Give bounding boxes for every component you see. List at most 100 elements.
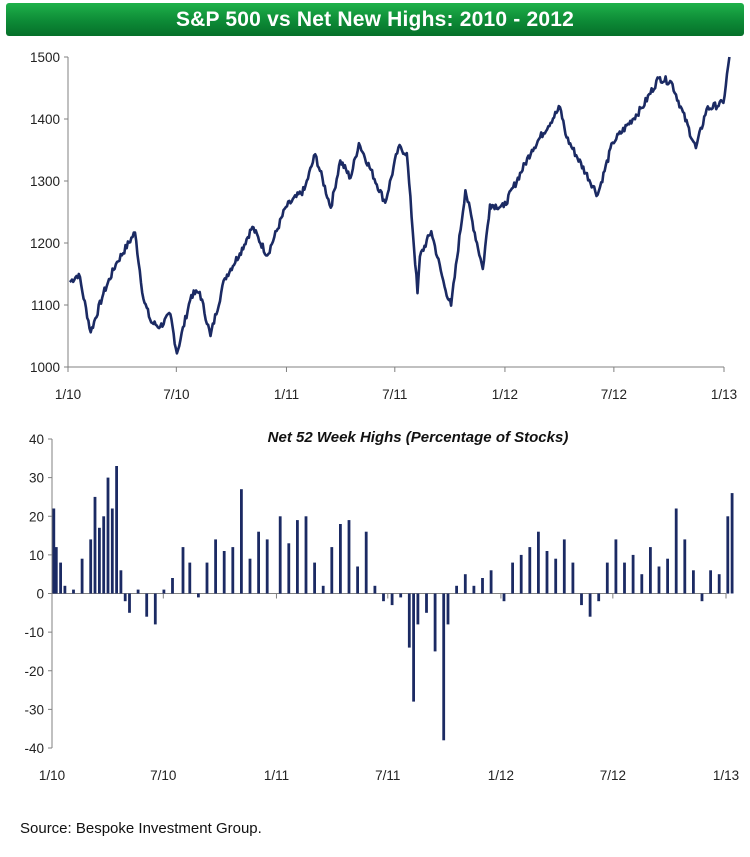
- net-highs-bar: [181, 547, 185, 594]
- net-highs-bar: [188, 562, 192, 594]
- net-highs-bar: [304, 516, 308, 594]
- net-highs-bar: [382, 593, 385, 602]
- net-highs-bar: [278, 516, 282, 594]
- net-highs-bar: [296, 520, 299, 594]
- net-highs-bar: [433, 593, 437, 652]
- y-tick-label: 40: [29, 432, 44, 447]
- net-highs-bar: [115, 466, 118, 594]
- net-highs-bar: [153, 593, 157, 625]
- net-highs-bar: [59, 562, 62, 594]
- x-tick-label: 1/10: [55, 387, 81, 402]
- net-highs-bar: [54, 547, 58, 594]
- x-tick-label: 1/13: [713, 768, 739, 783]
- net-highs-bar: [545, 551, 549, 594]
- net-highs-bar: [407, 593, 411, 648]
- net-highs-bar: [554, 558, 558, 594]
- x-tick-label: 1/11: [264, 768, 289, 783]
- net-highs-bar: [489, 570, 493, 594]
- net-highs-bar: [321, 585, 325, 594]
- net-highs-bar: [597, 593, 601, 602]
- net-highs-bar: [463, 574, 467, 594]
- net-highs-bar: [373, 585, 377, 594]
- net-highs-bar: [605, 562, 609, 594]
- net-highs-bar: [72, 589, 75, 594]
- net-highs-bar: [145, 593, 149, 617]
- net-highs-bar: [222, 551, 226, 594]
- net-highs-bar: [356, 566, 359, 594]
- net-highs-bar: [330, 547, 334, 594]
- net-highs-bar: [537, 531, 540, 594]
- net-highs-bar: [588, 593, 592, 617]
- x-tick-label: 7/12: [601, 387, 627, 402]
- chart-title: S&P 500 vs Net New Highs: 2010 - 2012: [175, 7, 575, 31]
- net-highs-bar: [240, 489, 243, 594]
- net-highs-bar: [674, 508, 678, 594]
- net-highs-bar: [502, 593, 506, 602]
- y-tick-label: 20: [29, 509, 44, 524]
- x-tick-label: 7/11: [375, 768, 400, 783]
- net-highs-bar: [98, 527, 101, 594]
- net-highs-bar: [287, 543, 291, 594]
- net-highs-bar: [640, 574, 644, 594]
- net-highs-bar: [390, 593, 394, 606]
- net-highs-bar: [631, 554, 635, 594]
- subchart-title: Net 52 Week Highs (Percentage of Stocks): [268, 429, 569, 446]
- net-highs-bar: [709, 570, 712, 594]
- net-highs-bar: [313, 562, 316, 594]
- net-highs-bar: [102, 516, 106, 594]
- net-highs-bar: [339, 524, 342, 594]
- y-tick-label: 1100: [31, 298, 60, 313]
- net-highs-bar: [63, 585, 67, 594]
- net-highs-bar: [571, 562, 575, 594]
- y-tick-label: 0: [36, 587, 44, 602]
- net-highs-bar: [265, 539, 269, 594]
- chart-panel-1: 1000 1100 1200 1300 1400 1500 1/10 7/10 1/11 7/11…: [30, 50, 737, 402]
- net-highs-bar: [128, 593, 131, 613]
- x-tick-label: 1/12: [488, 768, 514, 783]
- net-highs-bar: [399, 593, 403, 598]
- net-highs-bar: [666, 558, 669, 594]
- x-tick-label: 7/10: [150, 768, 176, 783]
- x-tick-label: 7/10: [163, 387, 189, 402]
- net-highs-bar: [683, 539, 687, 594]
- x-tick-label: 1/12: [492, 387, 518, 402]
- net-highs-bar: [231, 547, 235, 594]
- x-tick-label: 1/13: [711, 387, 737, 402]
- net-highs-bar: [412, 593, 415, 702]
- net-highs-bar: [136, 589, 140, 594]
- net-highs-bar: [205, 562, 209, 594]
- net-highs-bar: [580, 593, 583, 606]
- net-highs-bar: [257, 531, 260, 594]
- net-highs-bar: [649, 547, 652, 594]
- net-highs-bar: [442, 593, 446, 741]
- net-highs-bar: [528, 547, 532, 594]
- net-highs-bar: [197, 593, 200, 598]
- net-highs-bar: [562, 539, 566, 594]
- x-tick-label: 1/11: [274, 387, 299, 402]
- net-highs-bar: [106, 477, 110, 594]
- net-highs-bar: [89, 539, 93, 594]
- net-highs-bar: [730, 493, 734, 594]
- net-highs-bar: [657, 566, 661, 594]
- net-highs-bar: [425, 593, 428, 613]
- net-highs-bar: [446, 593, 450, 625]
- net-highs-bar: [455, 585, 458, 594]
- y-tick-label: 1200: [30, 236, 60, 251]
- net-highs-bar: [519, 554, 523, 594]
- net-highs-bar: [347, 520, 351, 594]
- y-tick-label: -20: [24, 664, 44, 679]
- x-tick-label: 7/11: [382, 387, 407, 402]
- y-tick-label: 1000: [30, 360, 60, 375]
- net-highs-bar: [511, 562, 514, 594]
- net-highs-bar: [248, 558, 252, 594]
- source-note: Source: Bespoke Investment Group.: [20, 820, 262, 837]
- net-highs-bar: [472, 585, 476, 594]
- y-tick-label: -10: [24, 625, 44, 640]
- net-highs-bar: [692, 570, 695, 594]
- net-highs-bar: [52, 508, 56, 594]
- net-highs-bar: [80, 558, 84, 594]
- chart-panel-2: -40 -30 -20 -10 0 10 20 30 40 1/10 7/10 1/11 7/11 1/1…: [24, 429, 739, 783]
- y-tick-label: -40: [24, 741, 44, 756]
- chart-title-banner: S&P 500 vs Net New Highs: 2010 - 2012: [6, 3, 744, 36]
